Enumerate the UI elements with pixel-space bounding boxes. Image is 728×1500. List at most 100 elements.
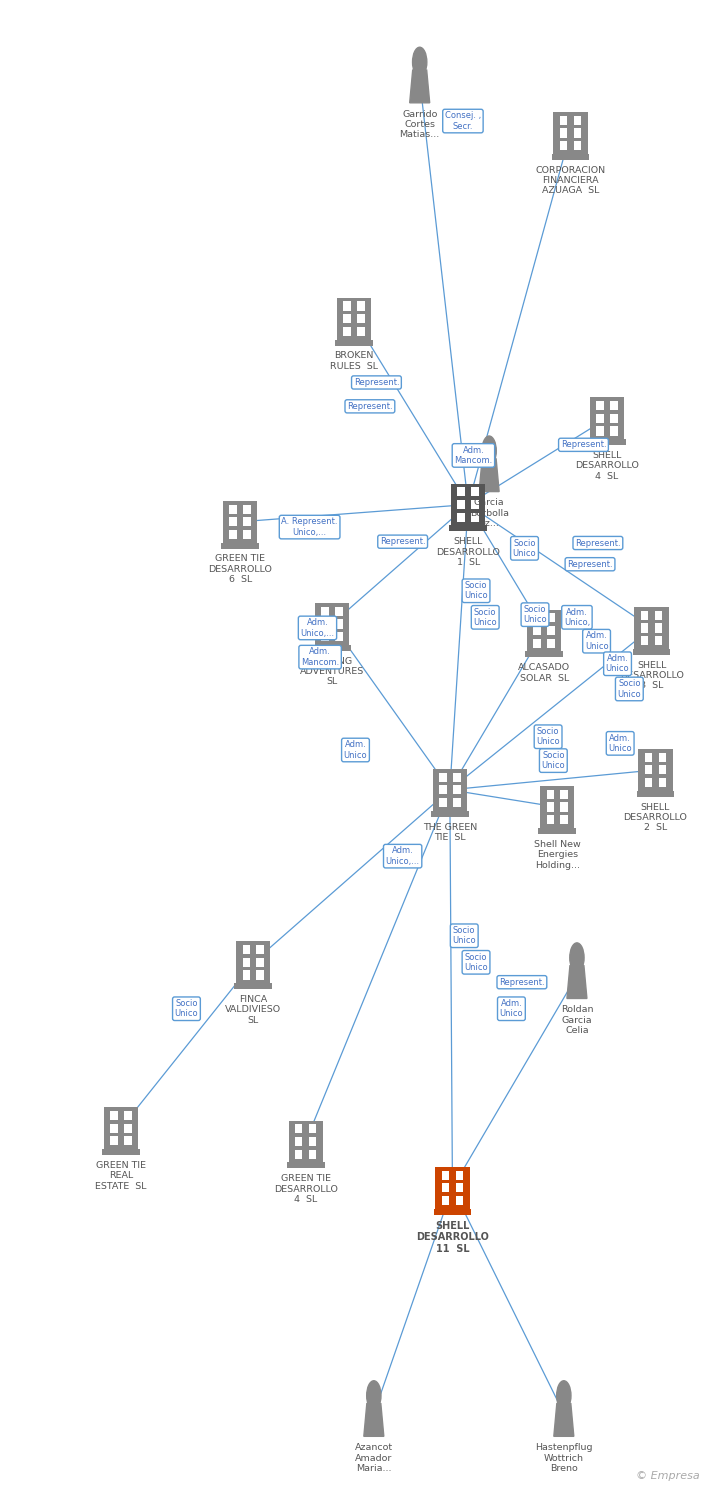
- Text: SHELL
DESARROLLO
11  SL: SHELL DESARROLLO 11 SL: [416, 1221, 489, 1254]
- Text: Represent.: Represent.: [499, 978, 545, 987]
- Bar: [295, 1137, 303, 1146]
- Bar: [314, 603, 349, 645]
- Text: Adm.
Unico,: Adm. Unico,: [563, 608, 590, 627]
- Bar: [335, 620, 343, 628]
- Bar: [321, 632, 329, 640]
- Polygon shape: [364, 1404, 384, 1437]
- Bar: [561, 802, 568, 812]
- Bar: [309, 1124, 317, 1134]
- Bar: [243, 518, 251, 526]
- Bar: [534, 626, 541, 634]
- Bar: [547, 614, 555, 622]
- Bar: [560, 141, 567, 150]
- Bar: [309, 1137, 317, 1146]
- Text: FINCA
VALDIVIESO
SL: FINCA VALDIVIESO SL: [225, 994, 281, 1024]
- Bar: [110, 1137, 118, 1146]
- Bar: [610, 400, 618, 410]
- Bar: [256, 945, 264, 954]
- Bar: [242, 970, 250, 980]
- Bar: [457, 513, 465, 522]
- Bar: [645, 753, 652, 762]
- Bar: [596, 426, 604, 435]
- Bar: [547, 626, 555, 634]
- Text: Shell New
Energies
Holding...: Shell New Energies Holding...: [534, 840, 581, 870]
- Bar: [242, 945, 250, 954]
- Bar: [641, 610, 649, 620]
- Bar: [471, 500, 479, 508]
- Bar: [229, 504, 237, 513]
- Bar: [336, 339, 373, 345]
- Polygon shape: [567, 966, 587, 999]
- Bar: [560, 129, 567, 138]
- Bar: [124, 1137, 132, 1146]
- Polygon shape: [410, 70, 430, 104]
- Bar: [287, 1162, 325, 1168]
- Text: Represent.: Represent.: [354, 378, 399, 387]
- Bar: [442, 1196, 449, 1204]
- Bar: [243, 530, 251, 538]
- Bar: [439, 784, 446, 795]
- Bar: [471, 488, 479, 496]
- Text: © Empresa: © Empresa: [636, 1472, 700, 1480]
- Text: Socio
Unico: Socio Unico: [537, 728, 560, 747]
- Bar: [526, 651, 563, 657]
- Bar: [124, 1124, 132, 1132]
- Bar: [453, 784, 461, 795]
- Bar: [313, 645, 351, 651]
- Text: Socio
Unico: Socio Unico: [175, 999, 198, 1018]
- Bar: [337, 298, 371, 339]
- Bar: [534, 639, 541, 648]
- Text: Socio
Unico: Socio Unico: [513, 538, 537, 558]
- Bar: [439, 798, 446, 807]
- Bar: [596, 400, 604, 410]
- Bar: [654, 610, 662, 620]
- Text: GREEN TIE
DESARROLLO
6  SL: GREEN TIE DESARROLLO 6 SL: [208, 555, 272, 585]
- Text: Socio
Unico: Socio Unico: [542, 752, 565, 771]
- Bar: [432, 770, 467, 810]
- Text: SHELL
DESARROLLO
1  SL: SHELL DESARROLLO 1 SL: [436, 537, 500, 567]
- Polygon shape: [554, 1404, 574, 1437]
- Text: ALCASADO
SOLAR  SL: ALCASADO SOLAR SL: [518, 663, 570, 682]
- Text: DRIVING
ADVENTURES
SL: DRIVING ADVENTURES SL: [300, 657, 364, 687]
- Text: Roldan
Garcia
Celia: Roldan Garcia Celia: [561, 1005, 593, 1035]
- Bar: [110, 1112, 118, 1120]
- Text: Hastenpflug
Wottrich
Breno: Hastenpflug Wottrich Breno: [535, 1443, 593, 1473]
- Bar: [637, 790, 674, 796]
- Bar: [645, 765, 652, 774]
- Bar: [552, 154, 589, 159]
- Bar: [453, 772, 461, 782]
- Text: Adm.
Unico: Adm. Unico: [606, 654, 629, 674]
- Text: Socio
Unico: Socio Unico: [617, 680, 641, 699]
- Bar: [344, 314, 351, 324]
- Bar: [236, 942, 270, 982]
- Bar: [453, 798, 461, 807]
- Text: Represent.: Represent.: [347, 402, 392, 411]
- Text: Garcia
Borbolla
ez...: Garcia Borbolla ez...: [470, 498, 509, 528]
- Bar: [223, 501, 257, 543]
- Circle shape: [557, 1380, 571, 1410]
- Text: Adm.
Unico,...: Adm. Unico,...: [386, 846, 420, 865]
- Bar: [527, 610, 561, 651]
- Text: Socio
Unico: Socio Unico: [464, 580, 488, 600]
- Bar: [335, 606, 343, 616]
- Text: Represent.: Represent.: [380, 537, 425, 546]
- Text: GREEN TIE
DESARROLLO
4  SL: GREEN TIE DESARROLLO 4 SL: [274, 1174, 338, 1204]
- Bar: [547, 815, 554, 825]
- Bar: [610, 414, 618, 423]
- Text: Represent.: Represent.: [575, 538, 621, 548]
- Bar: [242, 957, 250, 968]
- Text: SHELL
DESARROLLO
3  SL: SHELL DESARROLLO 3 SL: [620, 660, 684, 690]
- Text: SHELL
DESARROLLO
4  SL: SHELL DESARROLLO 4 SL: [575, 452, 639, 482]
- Bar: [561, 790, 568, 800]
- Text: Adm.
Unico: Adm. Unico: [344, 741, 368, 759]
- Bar: [321, 620, 329, 628]
- Text: SHELL
DESARROLLO
2  SL: SHELL DESARROLLO 2 SL: [624, 802, 687, 832]
- Bar: [547, 639, 555, 648]
- Bar: [654, 624, 662, 633]
- Bar: [102, 1149, 140, 1155]
- Bar: [635, 608, 669, 648]
- Bar: [124, 1112, 132, 1120]
- Text: Garrido
Cortes
Matias...: Garrido Cortes Matias...: [400, 110, 440, 140]
- Bar: [295, 1124, 303, 1134]
- Bar: [471, 513, 479, 522]
